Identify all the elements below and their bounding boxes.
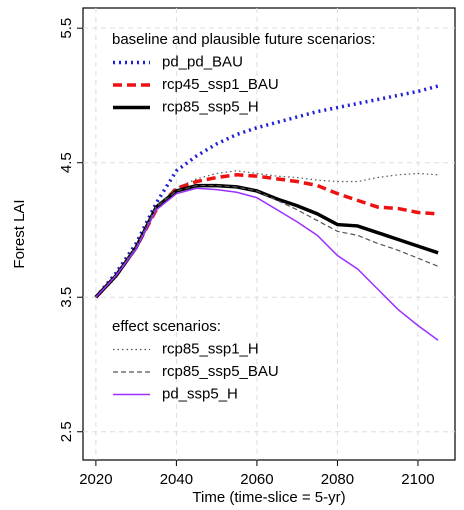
legend-label: rcp45_ssp1_BAU: [162, 76, 279, 93]
y-tick-label: 5.5: [58, 18, 75, 39]
legend-label: rcp85_ssp5_H: [162, 98, 259, 115]
x-tick-label: 2020: [79, 471, 112, 488]
legend-title: baseline and plausible future scenarios:: [112, 31, 376, 48]
legend-title: effect scenarios:: [112, 318, 221, 335]
y-tick-label: 2.5: [58, 421, 75, 442]
x-tick-label: 2060: [240, 471, 273, 488]
x-axis-label: Time (time-slice = 5-yr): [192, 489, 345, 506]
legend-label: rcp85_ssp5_BAU: [162, 363, 279, 380]
legend-label: pd_ssp5_H: [162, 385, 238, 402]
series-line: [95, 184, 439, 298]
y-tick-label: 4.5: [58, 152, 75, 173]
x-tick-label: 2080: [321, 471, 354, 488]
legend-label: rcp85_ssp1_H: [162, 340, 259, 357]
y-tick-label: 3.5: [58, 287, 75, 308]
legend-label: pd_pd_BAU: [162, 53, 243, 70]
x-tick-label: 2100: [401, 471, 434, 488]
series-line: [94, 183, 439, 299]
series-line: [95, 187, 439, 341]
series-line: [94, 84, 439, 299]
plot-frame: [82, 7, 456, 461]
y-axis-label: Forest LAI: [11, 199, 28, 268]
x-tick-label: 2040: [160, 471, 193, 488]
series-line: [95, 170, 439, 298]
